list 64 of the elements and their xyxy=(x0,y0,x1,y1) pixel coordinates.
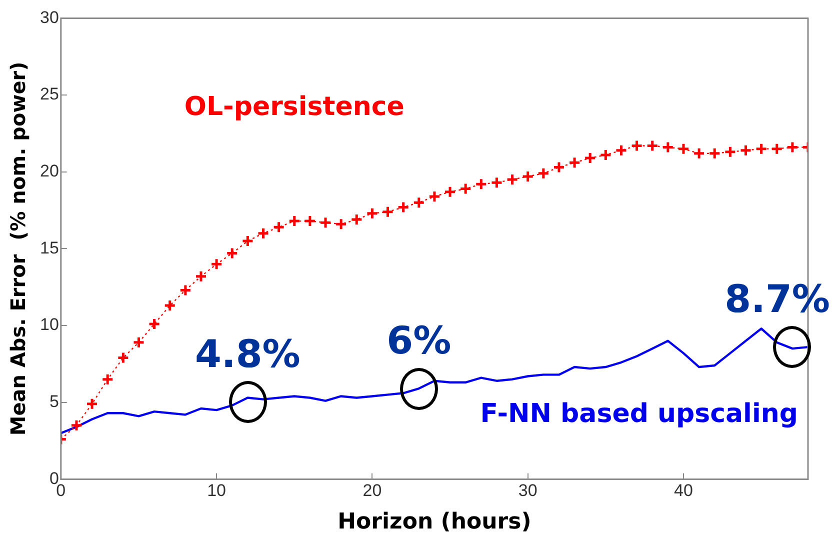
point xyxy=(630,139,644,152)
point xyxy=(132,336,145,349)
point xyxy=(599,148,612,162)
point xyxy=(288,214,301,228)
point xyxy=(366,207,378,220)
point xyxy=(428,190,441,203)
annotation: 8.7% xyxy=(724,276,830,321)
y-axis-title: Mean Abs. Error (% nom. power) xyxy=(6,62,30,436)
x-tick-label: 20 xyxy=(362,481,382,500)
annotation: 6% xyxy=(386,318,452,362)
annotation: 4.8% xyxy=(194,332,300,376)
point xyxy=(459,182,472,196)
point xyxy=(241,234,254,248)
point xyxy=(474,178,488,190)
y-tick-label: 25 xyxy=(40,84,59,104)
point xyxy=(194,270,208,283)
point xyxy=(70,419,83,432)
point xyxy=(584,152,596,164)
point xyxy=(724,146,736,158)
point xyxy=(444,186,456,198)
point xyxy=(568,156,581,169)
point xyxy=(304,214,316,228)
point xyxy=(256,227,270,240)
point xyxy=(490,176,503,189)
point xyxy=(662,141,674,154)
point xyxy=(552,161,566,174)
point xyxy=(677,142,690,156)
y-tick-label: 10 xyxy=(40,315,59,334)
point xyxy=(382,206,394,218)
point xyxy=(397,200,410,214)
point xyxy=(786,141,799,154)
x-tick-label: 30 xyxy=(518,481,538,500)
point xyxy=(614,144,628,157)
point xyxy=(116,352,130,364)
y-tick-label: 5 xyxy=(49,392,59,412)
x-tick-label: 10 xyxy=(207,481,226,500)
point xyxy=(739,144,752,157)
point xyxy=(412,196,426,209)
point xyxy=(226,247,238,260)
point xyxy=(692,147,706,160)
text: OL-persistence xyxy=(184,92,404,122)
y-tick-label: 15 xyxy=(40,238,59,258)
point xyxy=(179,284,192,296)
series-label: F-NN based upscaling xyxy=(480,398,798,429)
point xyxy=(522,170,534,183)
point xyxy=(210,258,223,270)
x-tick-label: 40 xyxy=(674,481,693,500)
point xyxy=(708,147,721,160)
x-axis-title: Horizon (hours) xyxy=(338,510,532,535)
point xyxy=(537,167,550,180)
y-tick-label: 30 xyxy=(40,8,59,27)
point xyxy=(101,373,114,386)
point xyxy=(319,216,332,229)
point xyxy=(86,398,98,410)
point xyxy=(350,213,363,226)
point xyxy=(334,218,348,230)
point xyxy=(148,318,161,330)
point xyxy=(770,142,784,156)
point xyxy=(755,142,768,156)
point xyxy=(164,299,176,312)
point xyxy=(646,139,659,152)
y-tick-label: 20 xyxy=(40,162,59,181)
point xyxy=(272,220,286,234)
point xyxy=(506,173,519,186)
